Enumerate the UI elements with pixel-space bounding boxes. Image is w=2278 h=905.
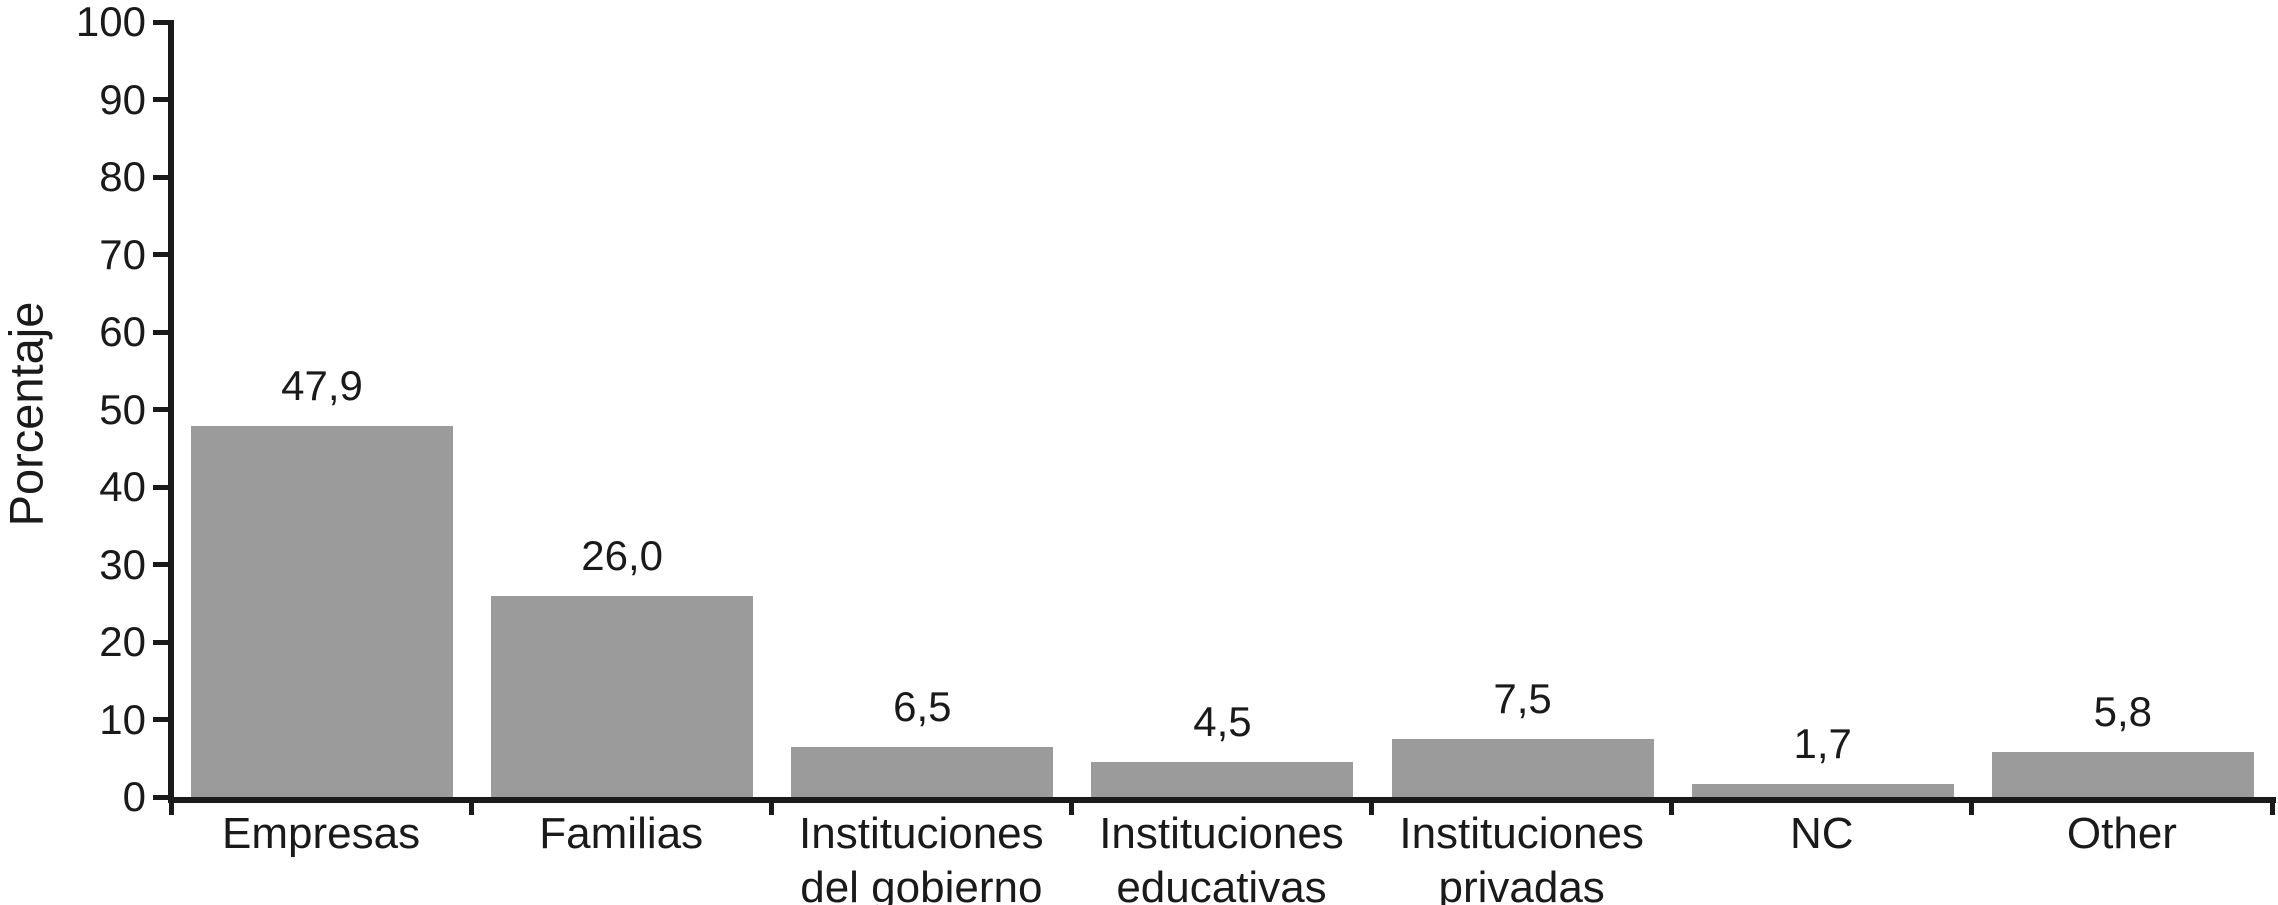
y-tick-label: 0 [122, 773, 146, 820]
y-tick-label: 90 [99, 75, 146, 123]
category-label-line: Instituciones [1399, 809, 1644, 858]
x-tick [2269, 797, 2275, 815]
y-tick-label: 70 [99, 230, 146, 278]
category-label-line: Instituciones [1099, 809, 1344, 858]
bar-value-label-0: 47,9 [281, 361, 363, 409]
y-tick-label: 20 [99, 618, 146, 665]
bar-value-label-4: 7,5 [1493, 674, 1552, 722]
bar-value-label-2: 6,5 [893, 682, 952, 730]
bar-2 [791, 746, 1054, 797]
bar-5 [1691, 783, 1954, 797]
y-tick [153, 484, 168, 490]
bar-value-label-1: 26,0 [581, 531, 664, 579]
category-label-line: educativas [1116, 863, 1327, 905]
category-label-line: Empresas [222, 809, 421, 858]
bar-3 [1091, 762, 1354, 797]
category-label-2: Instituciones del gobierno [799, 807, 1044, 905]
y-tick [153, 717, 168, 722]
y-tick-label: 80 [99, 153, 146, 200]
x-tick [1068, 797, 1074, 815]
x-tick [1969, 797, 1975, 815]
y-axis-line [168, 20, 174, 803]
y-tick-label: 40 [99, 463, 146, 510]
x-tick [768, 797, 774, 815]
x-tick [168, 797, 174, 815]
category-label-line: Familias [539, 809, 704, 858]
y-tick [153, 794, 168, 800]
category-label-line: Other [2066, 809, 2177, 858]
bar-1 [491, 595, 754, 797]
bar-value-label-3: 4,5 [1193, 698, 1252, 746]
y-tick [153, 562, 168, 567]
category-label-5: NC [1790, 807, 1854, 861]
category-label-3: Instituciones educativas [1099, 807, 1344, 905]
bar-4 [1391, 738, 1654, 797]
y-tick [153, 252, 168, 257]
y-tick [153, 97, 168, 102]
category-label-line: Instituciones [799, 809, 1044, 858]
y-tick [153, 407, 168, 412]
category-label-4: Instituciones privadas [1399, 807, 1644, 905]
x-tick [1369, 797, 1375, 815]
bar-value-label-6: 5,8 [2093, 688, 2153, 736]
category-label-1: Familias [539, 807, 703, 861]
category-label-6: Other [2067, 807, 2177, 861]
bar-0 [191, 425, 453, 797]
y-tick [153, 639, 168, 645]
y-tick [153, 329, 168, 335]
category-label-line: del gobierno [800, 863, 1043, 905]
y-tick-label: 50 [99, 385, 146, 433]
bar-6 [1991, 752, 2254, 797]
y-tick [153, 19, 168, 25]
x-tick [1669, 797, 1675, 815]
category-label-0: Empresas [222, 807, 420, 861]
y-tick-label: 60 [99, 308, 146, 355]
y-tick [153, 174, 168, 180]
y-tick-label: 30 [99, 540, 146, 588]
x-axis-line [168, 797, 2276, 803]
y-tick-label: 100 [75, 0, 146, 45]
category-label-line: privadas [1438, 863, 1605, 905]
bar-value-label-5: 1,7 [1793, 719, 1852, 767]
x-tick [468, 797, 474, 815]
category-label-line: NC [1790, 809, 1854, 858]
y-tick-label: 10 [99, 695, 146, 743]
